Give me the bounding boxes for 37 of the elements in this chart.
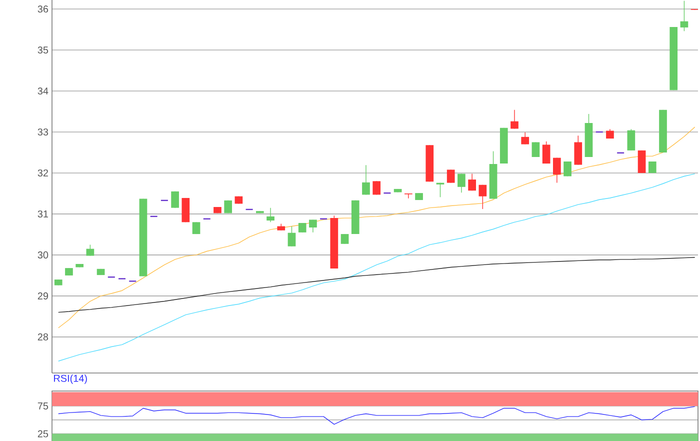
y-tick-label: 36 [38, 5, 48, 13]
candlestick [404, 193, 412, 199]
candlestick [86, 244, 94, 256]
y-tick-label: 75 [38, 402, 48, 410]
y-tick-label: 35 [38, 46, 48, 54]
candlestick [478, 184, 487, 210]
y-tick-label: 31 [38, 210, 48, 218]
candlestick [446, 169, 455, 184]
candlestick [553, 157, 561, 184]
candlestick [171, 191, 179, 208]
candlestick [574, 135, 582, 166]
y-tick-label: 30 [38, 251, 48, 258]
candlestick [542, 141, 550, 164]
candlestick [638, 150, 646, 174]
y-tick-label: 28 [38, 333, 48, 340]
candlestick [340, 234, 349, 244]
candlestick [564, 161, 572, 177]
candlestick [288, 226, 296, 247]
candlestick [510, 110, 518, 130]
candlestick [627, 128, 636, 151]
y-tick-label: 34 [38, 87, 48, 95]
chart-title: RSI(14) [54, 374, 87, 384]
candlestick [266, 207, 274, 223]
y-tick-label: 25 [38, 430, 48, 438]
candlestick [532, 142, 540, 158]
y-tick-label: 32 [38, 169, 48, 176]
candlestick [521, 132, 530, 145]
y-tick-label: 33 [38, 128, 48, 136]
candlestick [458, 173, 466, 193]
candlestick [680, 0, 688, 32]
line-series [58, 173, 696, 362]
line-series [58, 126, 696, 328]
candlestick [309, 219, 317, 233]
candlestick [362, 164, 370, 196]
candlestick [372, 180, 381, 196]
candlestick [468, 173, 476, 191]
y-tick-label: 29 [38, 292, 48, 300]
